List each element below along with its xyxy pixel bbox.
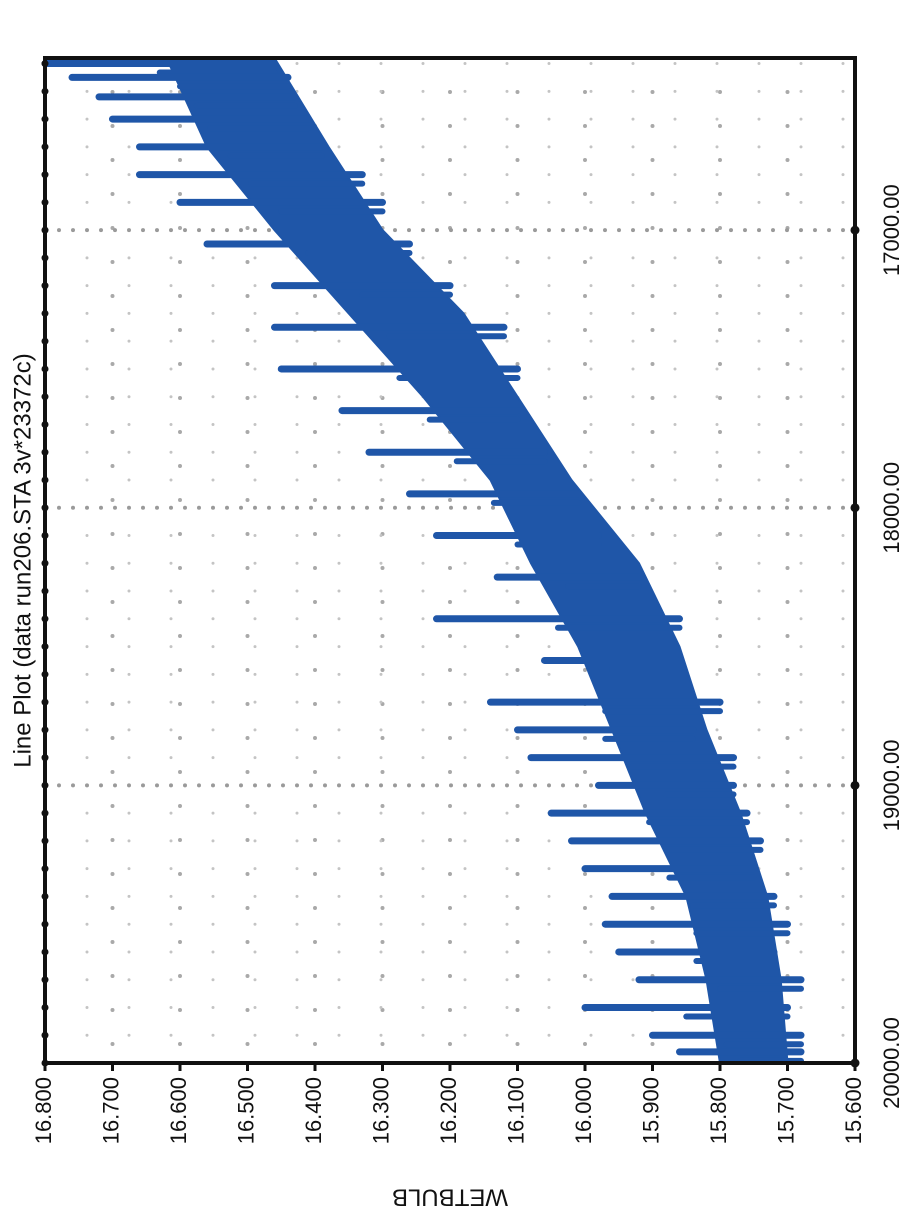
left-tick-dot — [41, 504, 49, 512]
left-tick-dot — [41, 254, 49, 262]
left-tick-dot — [41, 60, 49, 68]
left-tick-dot — [41, 726, 49, 734]
left-tick-dot — [41, 420, 49, 428]
tick-labels: 17000.00 18000.00 19000.00 20000.00 16.800 16… — [31, 184, 904, 1144]
y-tick-label-8: 16.000 — [571, 1077, 596, 1144]
left-tick-dot — [41, 587, 49, 595]
y-tick-label-12: 15.600 — [841, 1077, 866, 1144]
left-tick-dot — [41, 143, 49, 151]
x-tick-label-3: 20000.00 — [879, 1017, 904, 1109]
left-tick-dot — [41, 948, 49, 956]
y-tick-label-11: 15.700 — [773, 1077, 798, 1144]
left-tick-dot — [41, 559, 49, 567]
y-tick-label-3: 16.500 — [233, 1077, 258, 1144]
left-tick-dot — [41, 892, 49, 900]
left-tick-dot — [41, 532, 49, 540]
left-tick-dot — [41, 87, 49, 95]
y-tick-label-7: 16.100 — [503, 1077, 528, 1144]
x-tick-mark-2 — [850, 780, 860, 790]
left-tick-dot — [41, 309, 49, 317]
y-tick-label-10: 15.800 — [706, 1077, 731, 1144]
left-tick-dot — [41, 171, 49, 179]
left-tick-dot — [41, 920, 49, 928]
left-tick-dot — [41, 754, 49, 762]
left-tick-dot — [41, 115, 49, 123]
left-tick-dot — [41, 337, 49, 345]
left-tick-dot — [41, 837, 49, 845]
x-tick-mark-0 — [850, 225, 860, 235]
y-tick-label-5: 16.300 — [368, 1077, 393, 1144]
data-band — [41, 57, 805, 1064]
left-tick-dot — [41, 670, 49, 678]
y-tick-label-9: 15.900 — [638, 1077, 663, 1144]
left-tick-dot — [41, 365, 49, 373]
left-tick-dot — [41, 1031, 49, 1039]
x-tick-label-2: 19000.00 — [879, 739, 904, 831]
left-tick-dot — [41, 476, 49, 484]
left-tick-dot — [41, 698, 49, 706]
y-tick-label-2: 16.600 — [166, 1077, 191, 1144]
left-tick-dot — [41, 393, 49, 401]
x-tick-label-0: 17000.00 — [879, 184, 904, 276]
left-tick-dot — [41, 865, 49, 873]
left-tick-dot — [41, 781, 49, 789]
y-tick-label-6: 16.200 — [436, 1077, 461, 1144]
ticks — [41, 60, 860, 1071]
y-tick-label-1: 16.700 — [98, 1077, 123, 1144]
left-tick-dot — [41, 282, 49, 290]
left-tick-dot — [41, 615, 49, 623]
left-tick-dot — [41, 226, 49, 234]
series-band — [164, 57, 789, 1064]
y-axis-label: WETBULB — [392, 1184, 508, 1211]
grid — [43, 56, 857, 1065]
y-tick-label-0: 16.800 — [31, 1077, 56, 1144]
x-tick-label-1: 18000.00 — [879, 462, 904, 554]
left-tick-dot — [41, 1003, 49, 1011]
left-tick-dot — [41, 198, 49, 206]
left-tick-dot — [41, 643, 49, 651]
left-tick-dot — [41, 809, 49, 817]
chart-title: Line Plot (data run206.STA 3v*23372c) — [9, 353, 36, 768]
x-tick-mark-1 — [850, 503, 860, 513]
left-tick-dot — [41, 448, 49, 456]
left-tick-dot — [41, 976, 49, 984]
y-tick-label-4: 16.400 — [301, 1077, 326, 1144]
